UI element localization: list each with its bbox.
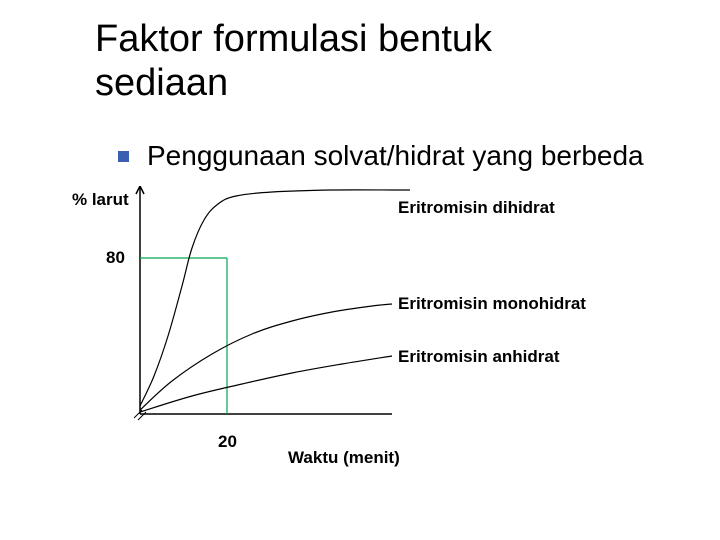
curve-label-monohidrat: Eritromisin monohidrat	[398, 294, 586, 314]
page-title: Faktor formulasi bentuk sediaan	[95, 18, 492, 105]
y-tick-80: 80	[106, 248, 125, 268]
title-line2: sediaan	[95, 62, 228, 104]
curve-label-anhidrat: Eritromisin anhidrat	[398, 347, 560, 367]
dissolution-chart	[132, 186, 412, 426]
bullet-item: Penggunaan solvat/hidrat yang berbeda	[118, 140, 644, 172]
bullet-text: Penggunaan solvat/hidrat yang berbeda	[147, 140, 644, 172]
x-axis-label: Waktu (menit)	[288, 448, 400, 468]
bullet-square-icon	[118, 151, 129, 162]
y-axis-label: % larut	[72, 190, 129, 210]
x-tick-20: 20	[218, 432, 237, 452]
title-line1: Faktor formulasi bentuk	[95, 18, 492, 60]
curve-label-dihidrat: Eritromisin dihidrat	[398, 198, 555, 218]
